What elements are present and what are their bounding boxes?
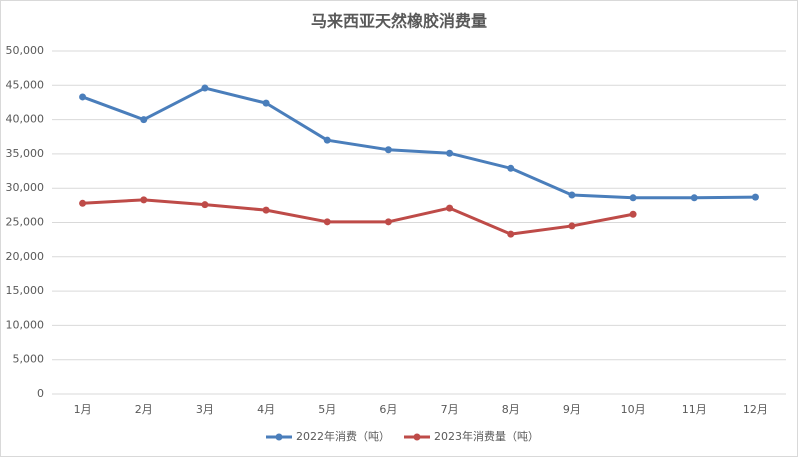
point: [140, 196, 148, 204]
x-tick-label: 5月: [318, 403, 336, 416]
series-line: [82, 86, 756, 200]
y-tick-label: 25,000: [6, 216, 45, 229]
y-tick-label: 40,000: [6, 113, 45, 126]
x-tick-label: 2月: [135, 403, 153, 416]
x-tick-label: 4月: [257, 403, 275, 416]
series-line: [82, 198, 634, 236]
y-tick-label: 45,000: [6, 78, 45, 91]
point: [323, 136, 331, 144]
x-tick-label: 12月: [743, 403, 768, 416]
point: [262, 99, 270, 107]
y-tick-label: 30,000: [6, 181, 45, 194]
x-tick-label: 8月: [502, 403, 520, 416]
point: [446, 149, 454, 157]
legend-label: 2023年消费量（吨）: [434, 429, 539, 443]
point: [140, 116, 148, 124]
x-tick-label: 3月: [196, 403, 214, 416]
point: [629, 210, 637, 218]
point: [262, 206, 270, 214]
x-tick-label: 9月: [563, 403, 581, 416]
x-tick-label: 6月: [379, 403, 397, 416]
y-tick-label: 5,000: [13, 353, 45, 366]
x-tick-label: 11月: [682, 403, 707, 416]
point: [201, 201, 209, 209]
point: [568, 222, 576, 230]
point: [690, 194, 698, 202]
y-tick-label: 50,000: [6, 44, 45, 57]
y-tick-label: 0: [37, 387, 44, 400]
y-tick-label: 15,000: [6, 284, 45, 297]
x-tick-label: 1月: [74, 403, 92, 416]
point: [384, 218, 392, 226]
x-tick-label: 10月: [621, 403, 646, 416]
legend-marker: [275, 433, 283, 441]
point: [751, 193, 759, 201]
point: [568, 191, 576, 199]
legend-marker: [413, 433, 421, 441]
point: [507, 164, 515, 172]
x-tick-label: 7月: [441, 403, 459, 416]
point: [446, 204, 454, 212]
y-tick-label: 10,000: [6, 318, 45, 331]
y-tick-label: 20,000: [6, 250, 45, 263]
point: [201, 84, 209, 92]
point: [79, 199, 87, 207]
point: [507, 230, 515, 238]
point: [323, 218, 331, 226]
point: [79, 93, 87, 101]
chart-title: 马来西亚天然橡胶消费量: [311, 12, 487, 31]
y-tick-label: 35,000: [6, 147, 45, 160]
point: [629, 194, 637, 202]
point: [384, 146, 392, 154]
legend-label: 2022年消费（吨）: [296, 429, 390, 443]
